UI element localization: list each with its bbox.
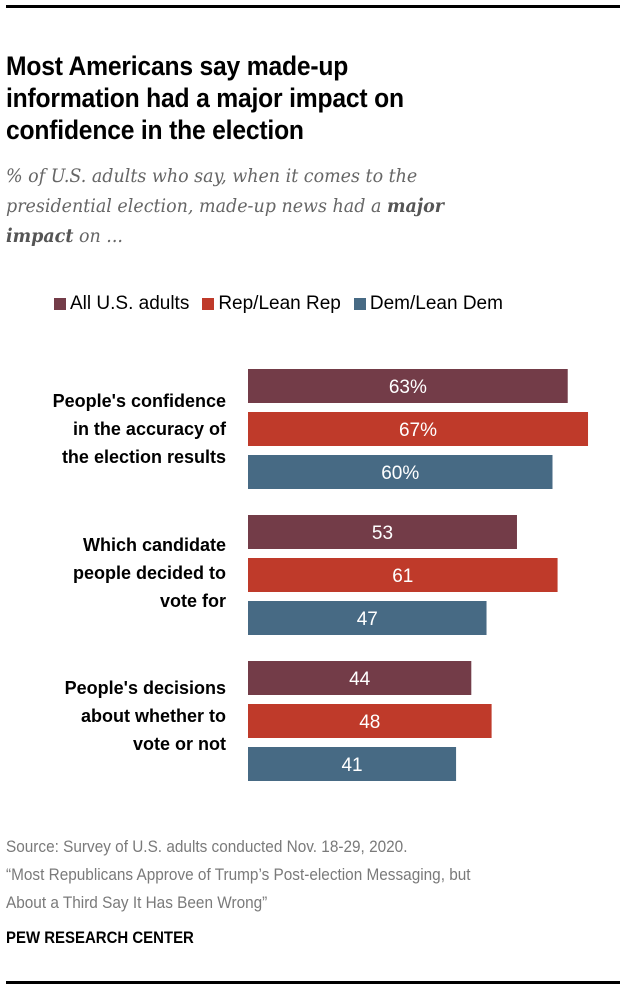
category-label-confidence: People's confidence in the accuracy of t… xyxy=(0,387,226,471)
bar-value-label: 60% xyxy=(381,463,419,484)
chart-subtitle: % of U.S. adults who say, when it comes … xyxy=(6,161,606,251)
subtitle-emphasis: major xyxy=(386,195,444,217)
category-label-line: vote for xyxy=(159,591,226,611)
bar xyxy=(248,369,568,403)
source-line: “Most Republicans Approve of Trump’s Pos… xyxy=(6,866,471,884)
title-line: information had a major impact on xyxy=(6,83,404,113)
bar xyxy=(248,747,457,781)
category-label-decisions: People's decisions about whether to vote… xyxy=(0,674,226,758)
bar-value-label: 53 xyxy=(372,523,393,544)
source-note: Source: Survey of U.S. adults conducted … xyxy=(6,833,621,917)
legend-swatch-dem xyxy=(353,298,366,310)
bar-group: 53 61 47 xyxy=(248,515,558,635)
legend-item-all-adults: All U.S. adults xyxy=(54,293,189,315)
category-label-line: vote or not xyxy=(133,734,226,754)
legend-item-dem: Dem/Lean Dem xyxy=(353,293,503,315)
subtitle-text: % of U.S. adults who say, when it comes … xyxy=(6,165,418,187)
subtitle-line: impact on ... xyxy=(6,221,558,251)
bar-group: 44 48 41 xyxy=(248,661,492,781)
bottom-rule xyxy=(6,981,620,984)
category-label-line: people decided to xyxy=(72,563,226,583)
legend-swatch-all-adults xyxy=(54,298,66,310)
legend: All U.S. adults Rep/Lean Rep Dem/Lean De… xyxy=(54,293,516,315)
subtitle-text: presidential election, made-up news had … xyxy=(6,195,387,217)
legend-item-rep: Rep/Lean Rep xyxy=(202,293,341,315)
bar xyxy=(248,412,589,446)
category-label-line: People's confidence xyxy=(52,391,226,411)
bar-value-label: 48 xyxy=(359,712,380,733)
bar-value-label: 67% xyxy=(399,420,437,441)
bar-value-label: 63% xyxy=(389,377,427,398)
category-label-line: People's decisions xyxy=(64,678,226,698)
bar-value-label: 41 xyxy=(341,755,362,776)
category-label-line: about whether to xyxy=(81,706,226,726)
title-line: confidence in the election xyxy=(6,115,304,145)
legend-swatch-rep xyxy=(202,298,215,310)
bar-value-label: 44 xyxy=(349,669,371,690)
source-line: About a Third Say It Has Been Wrong” xyxy=(6,894,268,912)
category-label-line: Which candidate xyxy=(82,535,226,555)
legend-label: Rep/Lean Rep xyxy=(218,293,341,314)
subtitle-line: % of U.S. adults who say, when it comes … xyxy=(6,161,558,191)
category-label-line: the election results xyxy=(61,447,226,467)
bar-group: 63% 67% 60% xyxy=(248,369,589,489)
bar-value-label: 61 xyxy=(392,566,413,587)
subtitle-emphasis: impact xyxy=(6,225,74,247)
source-line: Source: Survey of U.S. adults conducted … xyxy=(6,838,408,856)
bar-value-label: 47 xyxy=(357,609,378,630)
legend-label: All U.S. adults xyxy=(70,293,190,314)
bar xyxy=(248,558,558,592)
category-label-line: in the accuracy of xyxy=(72,419,226,439)
legend-label: Dem/Lean Dem xyxy=(369,293,503,314)
bar xyxy=(248,704,492,738)
category-label-candidate: Which candidate people decided to vote f… xyxy=(0,531,226,615)
bar xyxy=(248,661,472,695)
subtitle-line: presidential election, made-up news had … xyxy=(6,191,558,221)
bar xyxy=(248,601,487,635)
bar xyxy=(248,515,517,549)
top-rule xyxy=(6,5,620,8)
bar xyxy=(248,455,553,489)
brand-logo-text: PEW RESEARCH CENTER xyxy=(6,928,194,947)
title-line: Most Americans say made-up xyxy=(6,51,349,81)
subtitle-text: on ... xyxy=(73,225,123,247)
chart-title: Most Americans say made-up information h… xyxy=(6,50,606,146)
